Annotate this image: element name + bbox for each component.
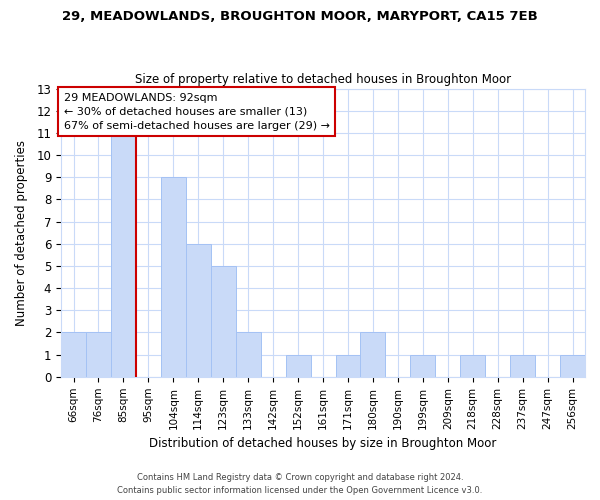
- Text: 29, MEADOWLANDS, BROUGHTON MOOR, MARYPORT, CA15 7EB: 29, MEADOWLANDS, BROUGHTON MOOR, MARYPOR…: [62, 10, 538, 23]
- Bar: [111, 133, 136, 377]
- Bar: [211, 266, 236, 377]
- Text: 29 MEADOWLANDS: 92sqm
← 30% of detached houses are smaller (13)
67% of semi-deta: 29 MEADOWLANDS: 92sqm ← 30% of detached …: [64, 93, 329, 131]
- Title: Size of property relative to detached houses in Broughton Moor: Size of property relative to detached ho…: [135, 73, 511, 86]
- Bar: [86, 332, 111, 377]
- Bar: [560, 354, 585, 377]
- X-axis label: Distribution of detached houses by size in Broughton Moor: Distribution of detached houses by size …: [149, 437, 497, 450]
- Bar: [361, 332, 385, 377]
- Bar: [410, 354, 436, 377]
- Bar: [61, 332, 86, 377]
- Bar: [186, 244, 211, 377]
- Bar: [286, 354, 311, 377]
- Text: Contains HM Land Registry data © Crown copyright and database right 2024.
Contai: Contains HM Land Registry data © Crown c…: [118, 474, 482, 495]
- Bar: [460, 354, 485, 377]
- Bar: [335, 354, 361, 377]
- Y-axis label: Number of detached properties: Number of detached properties: [15, 140, 28, 326]
- Bar: [161, 178, 186, 377]
- Bar: [510, 354, 535, 377]
- Bar: [236, 332, 260, 377]
